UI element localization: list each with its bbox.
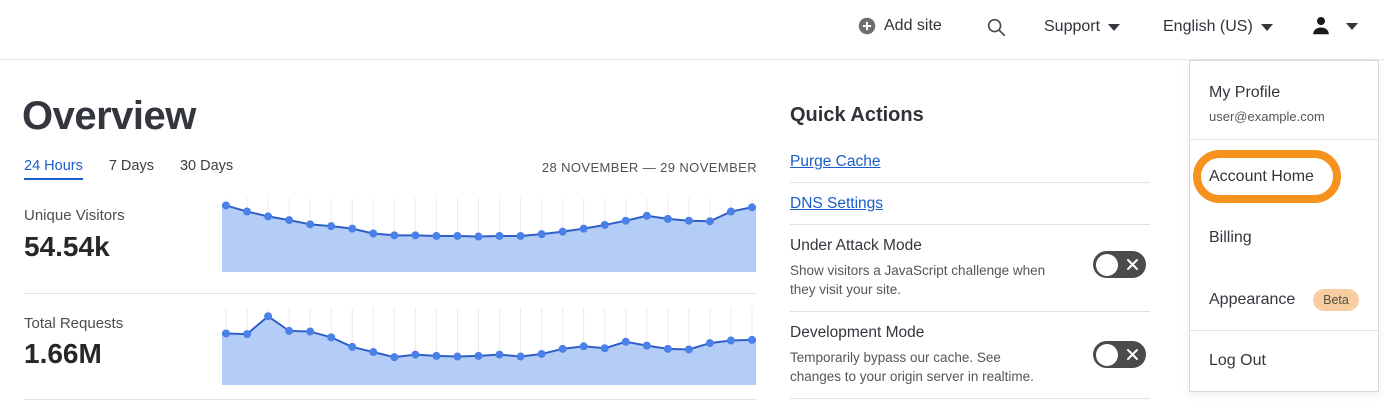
account-menu-button[interactable]: [1310, 15, 1358, 37]
unique-visitors-chart: [222, 198, 756, 272]
tab-24-hours[interactable]: 24 Hours: [24, 158, 83, 180]
under-attack-mode-description: Show visitors a JavaScript challenge whe…: [790, 263, 1046, 297]
chevron-down-icon: [1260, 23, 1273, 31]
divider: [1190, 139, 1378, 140]
search-icon: [987, 18, 1006, 37]
divider: [24, 399, 757, 400]
x-icon: [1127, 349, 1138, 360]
divider: [790, 311, 1150, 312]
divider: [790, 398, 1150, 399]
page-title: Overview: [22, 94, 196, 138]
x-icon: [1127, 259, 1138, 270]
my-profile-item[interactable]: My Profile: [1209, 84, 1281, 101]
menu-item-appearance[interactable]: Appearance: [1209, 291, 1296, 308]
top-navigation-bar: Add site Support English (US): [0, 0, 1384, 60]
add-site-label: Add site: [884, 17, 942, 34]
support-menu[interactable]: Support: [1044, 18, 1121, 36]
chevron-down-icon: [1346, 22, 1358, 30]
beta-badge: Beta: [1313, 289, 1359, 311]
menu-item-billing[interactable]: Billing: [1209, 229, 1252, 246]
divider: [1190, 330, 1378, 331]
development-mode-description: Temporarily bypass our cache. See change…: [790, 350, 1034, 384]
purge-cache-link[interactable]: Purge Cache: [790, 153, 881, 170]
divider: [790, 224, 1150, 225]
chevron-down-icon: [1108, 23, 1121, 31]
quick-actions-title: Quick Actions: [790, 104, 924, 126]
under-attack-mode-toggle[interactable]: [1093, 251, 1146, 278]
development-mode-toggle[interactable]: [1093, 341, 1146, 368]
divider: [24, 293, 757, 294]
add-site-button[interactable]: Add site: [858, 17, 942, 35]
development-mode-label: Development Mode: [790, 324, 925, 341]
support-label: Support: [1044, 18, 1101, 35]
toggle-knob: [1095, 343, 1118, 366]
search-button[interactable]: [985, 16, 1007, 38]
unique-visitors-value: 54.54k: [24, 231, 110, 262]
unique-visitors-label: Unique Visitors: [24, 207, 125, 224]
total-requests-chart: [222, 308, 756, 385]
menu-item-log-out[interactable]: Log Out: [1209, 352, 1266, 369]
user-icon: [1313, 17, 1329, 35]
language-menu[interactable]: English (US): [1163, 18, 1273, 36]
dns-settings-link[interactable]: DNS Settings: [790, 195, 884, 212]
under-attack-mode-label: Under Attack Mode: [790, 237, 922, 254]
account-dropdown-menu: [1189, 60, 1379, 392]
time-range-tabs: 24 Hours 7 Days 30 Days: [24, 158, 233, 180]
total-requests-value: 1.66M: [24, 338, 102, 369]
tab-30-days[interactable]: 30 Days: [179, 158, 234, 174]
plus-circle-icon: [858, 17, 876, 35]
date-range-label: 28 NOVEMBER — 29 NOVEMBER: [541, 160, 757, 175]
total-requests-label: Total Requests: [24, 315, 124, 332]
language-label: English (US): [1163, 18, 1253, 35]
profile-email: user@example.com: [1209, 109, 1325, 124]
toggle-knob: [1095, 253, 1118, 276]
divider: [790, 182, 1150, 183]
tab-7-days[interactable]: 7 Days: [108, 158, 154, 174]
menu-item-account-home[interactable]: Account Home: [1209, 168, 1314, 185]
